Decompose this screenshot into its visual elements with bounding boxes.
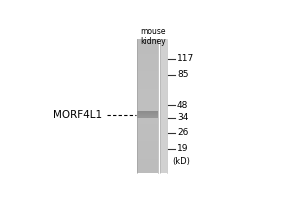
Text: 48: 48 — [177, 101, 188, 110]
Text: 85: 85 — [177, 70, 188, 79]
Text: 117: 117 — [177, 54, 194, 63]
Text: (kD): (kD) — [172, 157, 190, 166]
Text: mouse
kidney: mouse kidney — [140, 27, 165, 46]
Text: 19: 19 — [177, 144, 188, 153]
Text: 34: 34 — [177, 113, 188, 122]
Text: 26: 26 — [177, 128, 188, 137]
Text: MORF4L1: MORF4L1 — [53, 110, 103, 120]
